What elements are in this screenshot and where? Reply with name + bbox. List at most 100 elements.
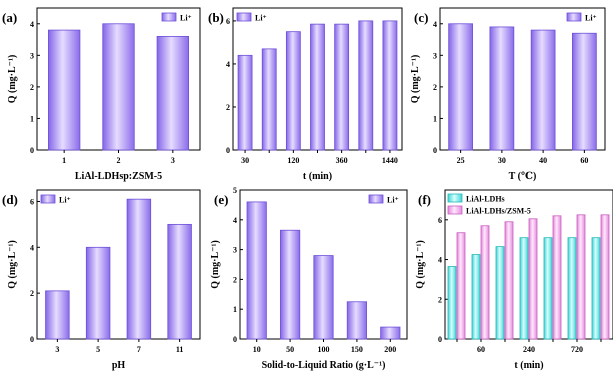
bar bbox=[576, 214, 586, 340]
y-axis-label: Q (mg·L⁻¹) bbox=[410, 55, 421, 104]
bar bbox=[480, 225, 490, 340]
bar bbox=[504, 221, 514, 340]
bar bbox=[552, 215, 562, 340]
y-tick-label: 0 bbox=[30, 146, 34, 155]
legend-swatch bbox=[161, 12, 177, 22]
bar bbox=[380, 326, 401, 340]
y-tick-label: 4 bbox=[438, 256, 442, 265]
x-tick-label: 30 bbox=[241, 156, 249, 165]
y-tick-label: 2 bbox=[30, 289, 34, 298]
plot-frame bbox=[36, 189, 201, 340]
y-tick-label: 3 bbox=[433, 51, 437, 60]
bar bbox=[528, 218, 538, 340]
x-axis-label: T (℃) bbox=[509, 171, 537, 182]
chart-panel-c: (c) 0 1 2 3 4 Q (mg·L⁻¹) 25 30 40 60 T (℃) Li⁺ bbox=[410, 7, 606, 182]
legend-label: Li⁺ bbox=[585, 14, 597, 23]
bar bbox=[280, 229, 301, 340]
panel-label: (f) bbox=[418, 192, 431, 207]
legend-swatch bbox=[447, 193, 463, 203]
bar bbox=[572, 32, 597, 151]
y-tick-label: 4 bbox=[433, 20, 437, 29]
panel-label: (c) bbox=[414, 10, 428, 25]
x-tick-label: 10 bbox=[253, 345, 261, 354]
legend-label: LiAl-LDHs bbox=[466, 195, 505, 204]
x-tick-label: 30 bbox=[498, 156, 506, 165]
x-tick-label: 60 bbox=[477, 345, 485, 354]
bar bbox=[358, 20, 374, 151]
y-axis-label: Q (mg·L⁻¹) bbox=[210, 240, 221, 289]
bar bbox=[48, 29, 81, 151]
x-axis-label: Solid-to-Liquid Ratio (g·L⁻¹) bbox=[262, 360, 386, 371]
legend-swatch bbox=[566, 12, 582, 22]
x-tick-label: 3 bbox=[171, 156, 175, 165]
x-tick-label: 1440 bbox=[382, 156, 398, 165]
x-tick-label: 7 bbox=[137, 345, 141, 354]
bar bbox=[543, 237, 553, 340]
y-tick-label: 0 bbox=[438, 335, 442, 344]
y-tick-label: 2 bbox=[233, 275, 237, 284]
y-tick-label: 0 bbox=[226, 146, 230, 155]
x-tick-label: 25 bbox=[457, 156, 465, 165]
panel-label: (a) bbox=[2, 10, 17, 25]
bar bbox=[489, 26, 515, 151]
bar bbox=[519, 237, 529, 340]
bar bbox=[471, 254, 481, 340]
chart-panel-e: (e) 0 1 2 3 4 5 Q (mg·L⁻¹) 10 50 100 150 200 Solid-to… bbox=[210, 186, 408, 371]
bar bbox=[156, 36, 189, 151]
x-tick-label: 150 bbox=[351, 345, 363, 354]
bar bbox=[313, 255, 334, 340]
y-tick-label: 1 bbox=[30, 114, 34, 123]
legend-label: LiAl-LDHs/ZSM-5 bbox=[466, 207, 531, 216]
chart-panel-b: (b) 0 2 4 6 30 120 360 1440 t (min) Li⁺ bbox=[208, 7, 403, 182]
y-tick-label: 6 bbox=[438, 216, 442, 225]
y-tick-label: 3 bbox=[233, 246, 237, 255]
bar bbox=[567, 237, 577, 340]
bar bbox=[45, 290, 70, 340]
bar bbox=[310, 23, 325, 151]
y-tick-label: 3 bbox=[30, 51, 34, 60]
x-tick-label: 1 bbox=[62, 156, 66, 165]
plot-frame bbox=[439, 7, 606, 151]
bar bbox=[246, 201, 267, 340]
x-tick-label: 11 bbox=[176, 345, 184, 354]
bar bbox=[285, 31, 301, 151]
x-axis-label: pH bbox=[112, 360, 126, 371]
y-tick-label: 1 bbox=[433, 114, 437, 123]
y-axis-label: Q (mg·L⁻¹) bbox=[7, 55, 18, 104]
x-tick-label: 5 bbox=[96, 345, 100, 354]
y-tick-label: 0 bbox=[433, 146, 437, 155]
legend-label: Li⁺ bbox=[180, 14, 192, 23]
x-tick-label: 3 bbox=[55, 345, 59, 354]
legend-swatch bbox=[236, 12, 252, 22]
legend-swatch bbox=[368, 194, 384, 204]
x-tick-label: 120 bbox=[287, 156, 299, 165]
bar bbox=[448, 23, 473, 151]
bar bbox=[447, 266, 457, 340]
bar bbox=[261, 48, 277, 151]
y-tick-label: 2 bbox=[226, 103, 230, 112]
chart-panel-a: (a) 0 1 2 3 4 Q (mg·L⁻¹) 1 2 3 LiAl-LDHsp:ZSM-5 Li⁺ bbox=[2, 7, 201, 182]
x-tick-label: 60 bbox=[580, 156, 588, 165]
y-tick-label: 4 bbox=[30, 20, 34, 29]
x-tick-label: 240 bbox=[523, 345, 535, 354]
bar bbox=[102, 23, 135, 151]
legend-label: Li⁺ bbox=[387, 196, 399, 205]
bar bbox=[334, 23, 350, 151]
bar bbox=[591, 237, 601, 340]
y-tick-label: 4 bbox=[30, 243, 34, 252]
chart-panel-d: (d) 0 2 4 6 Q (mg·L⁻¹) 3 5 7 11 pH Li⁺ bbox=[2, 189, 201, 371]
panel-label: (d) bbox=[2, 192, 18, 207]
panel-label: (e) bbox=[214, 192, 228, 207]
y-tick-label: 2 bbox=[438, 295, 442, 304]
bar bbox=[346, 301, 367, 340]
x-tick-label: 40 bbox=[539, 156, 547, 165]
bar bbox=[456, 232, 466, 340]
y-tick-label: 1 bbox=[233, 305, 237, 314]
bar bbox=[85, 246, 111, 340]
x-axis-label: t (min) bbox=[514, 360, 543, 371]
chart-panel-f: (f) 0 2 4 6 Q (mg·L⁻¹) 60 240 720 t (min) LiAl-LDH… bbox=[415, 189, 613, 371]
bar bbox=[495, 246, 505, 340]
y-tick-label: 0 bbox=[233, 335, 237, 344]
x-tick-label: 100 bbox=[318, 345, 330, 354]
